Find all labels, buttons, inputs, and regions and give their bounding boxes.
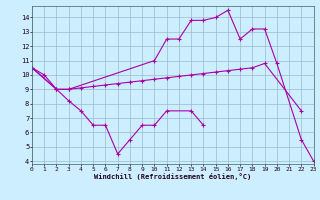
X-axis label: Windchill (Refroidissement éolien,°C): Windchill (Refroidissement éolien,°C) [94, 173, 252, 180]
